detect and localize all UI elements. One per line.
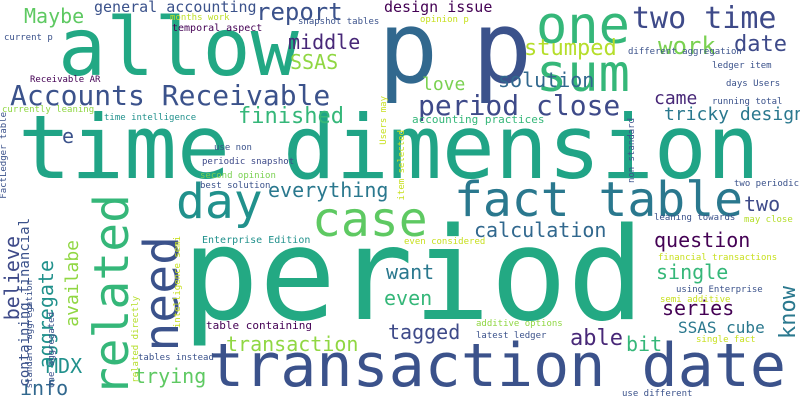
word-one-aggregated: one aggregated [47, 312, 57, 388]
word-accounting-practices: accounting practices [412, 113, 545, 126]
word-calculation: calculation [474, 218, 607, 242]
word-transaction: transaction [226, 332, 359, 356]
word-time-dimension: time dimension [18, 96, 760, 199]
word-trying: trying [134, 364, 207, 388]
word-everything: everything [268, 178, 389, 202]
word-design-issue: design issue [384, 0, 493, 16]
word-question: question [654, 228, 751, 252]
word-latest-ledger: latest ledger [476, 331, 547, 341]
word-best-solution: best solution [200, 181, 271, 191]
word-different-aggregation: different aggregation [628, 47, 742, 57]
word-tagged: tagged [388, 320, 461, 344]
word-middle: middle [288, 30, 361, 54]
word-using-enterprise: using Enterprise [676, 285, 763, 295]
word-able: able [570, 326, 623, 351]
word-maybe: Maybe [24, 4, 85, 28]
word-use-different: use different [622, 389, 693, 399]
word-know: know [776, 286, 800, 339]
word-report: report [256, 0, 343, 26]
word-one: one [536, 0, 630, 56]
word-days-users: days Users [726, 79, 781, 89]
word-running-total: running total [712, 97, 783, 107]
word-tables-instead: tables instead [138, 353, 214, 363]
word-allow: allow [58, 1, 299, 94]
word-use-non: use non [214, 143, 252, 153]
word-ssas: SSAS [290, 50, 339, 74]
word-may-close: may close [744, 215, 793, 225]
word-general-accounting: general accounting [94, 0, 257, 16]
word-finished: finished [238, 104, 344, 129]
word-info: info [20, 376, 69, 400]
word-second-opinion: second opinion [200, 171, 276, 181]
word-financial-transactions: financial transactions [658, 253, 778, 263]
word-sum: sum [536, 44, 630, 104]
word-case: case [312, 192, 428, 248]
word-semi-additive: semi additive [660, 295, 731, 305]
word-work: work [658, 32, 716, 60]
word-solution: solution [498, 68, 595, 92]
word-intelligence-semi: intelligence semi [173, 236, 183, 329]
word-single: single [656, 260, 729, 284]
word-p-1: p [378, 0, 439, 106]
word-day: day [176, 174, 263, 230]
word-period: period [182, 201, 645, 350]
word-transaction-date: transaction date [208, 331, 786, 400]
word-date: date [734, 32, 787, 57]
word-time-intelligence: time intelligence [104, 113, 197, 123]
word-fact-table: fact table [454, 172, 743, 228]
word-two-periodic: two periodic [734, 179, 800, 189]
word-enterprise-edition: Enterprise Edition [202, 235, 311, 246]
word-additive-options: additive options [476, 319, 563, 329]
word-table-containing: table containing [206, 319, 312, 332]
word-opinion-p: opinion p [420, 15, 469, 25]
word-bit: bit [626, 332, 663, 356]
word-item-selected: item selected [397, 130, 407, 201]
word-tricky-design: tricky design [664, 104, 800, 125]
word-non-standard: non standard [627, 118, 637, 184]
word-two-time: two time [632, 1, 777, 36]
word-stumped: stumped [524, 36, 617, 61]
word-availabe: availabe [62, 240, 83, 327]
word-leaning-towards: leaning towards [654, 213, 736, 223]
word-period-close: period close [418, 89, 621, 122]
word-two: two [744, 192, 781, 216]
word-receivable-ar: Receivable AR [30, 75, 101, 85]
word-p-2: p [472, 0, 533, 106]
word-series: series [662, 296, 735, 320]
word-current-p: current p [4, 33, 53, 43]
word-want: want [386, 260, 435, 284]
word-temporal-aspect: temporal aspect [172, 23, 263, 34]
word-love: love [422, 74, 466, 95]
word-even: even [384, 286, 433, 310]
word-single-fact: single fact [696, 335, 756, 345]
word-currently-leaning: currently leaning [2, 105, 95, 115]
word-months-work: months work [170, 13, 230, 23]
word-accounts-receivable: Accounts Receivable [10, 79, 331, 112]
word-ssas-cube: SSAS cube [678, 318, 765, 337]
word-even-considered: even considered [404, 237, 486, 247]
word-factledger-table: FactLedger table [0, 112, 9, 199]
word-ledger-item: ledger item [712, 61, 772, 71]
word-e: e [62, 124, 75, 148]
word-standard-aggregation: standard aggregation [25, 280, 35, 389]
word-snapshot-tables: snapshot tables [298, 17, 380, 27]
word-related-directly: related directly [131, 296, 141, 383]
word-mdx: MDX [46, 354, 83, 378]
word-came: came [654, 88, 698, 109]
word-periodic-snapshot: periodic snapshot [202, 157, 295, 167]
word-related: related [84, 194, 140, 397]
word-users-may: Users may [379, 96, 389, 145]
